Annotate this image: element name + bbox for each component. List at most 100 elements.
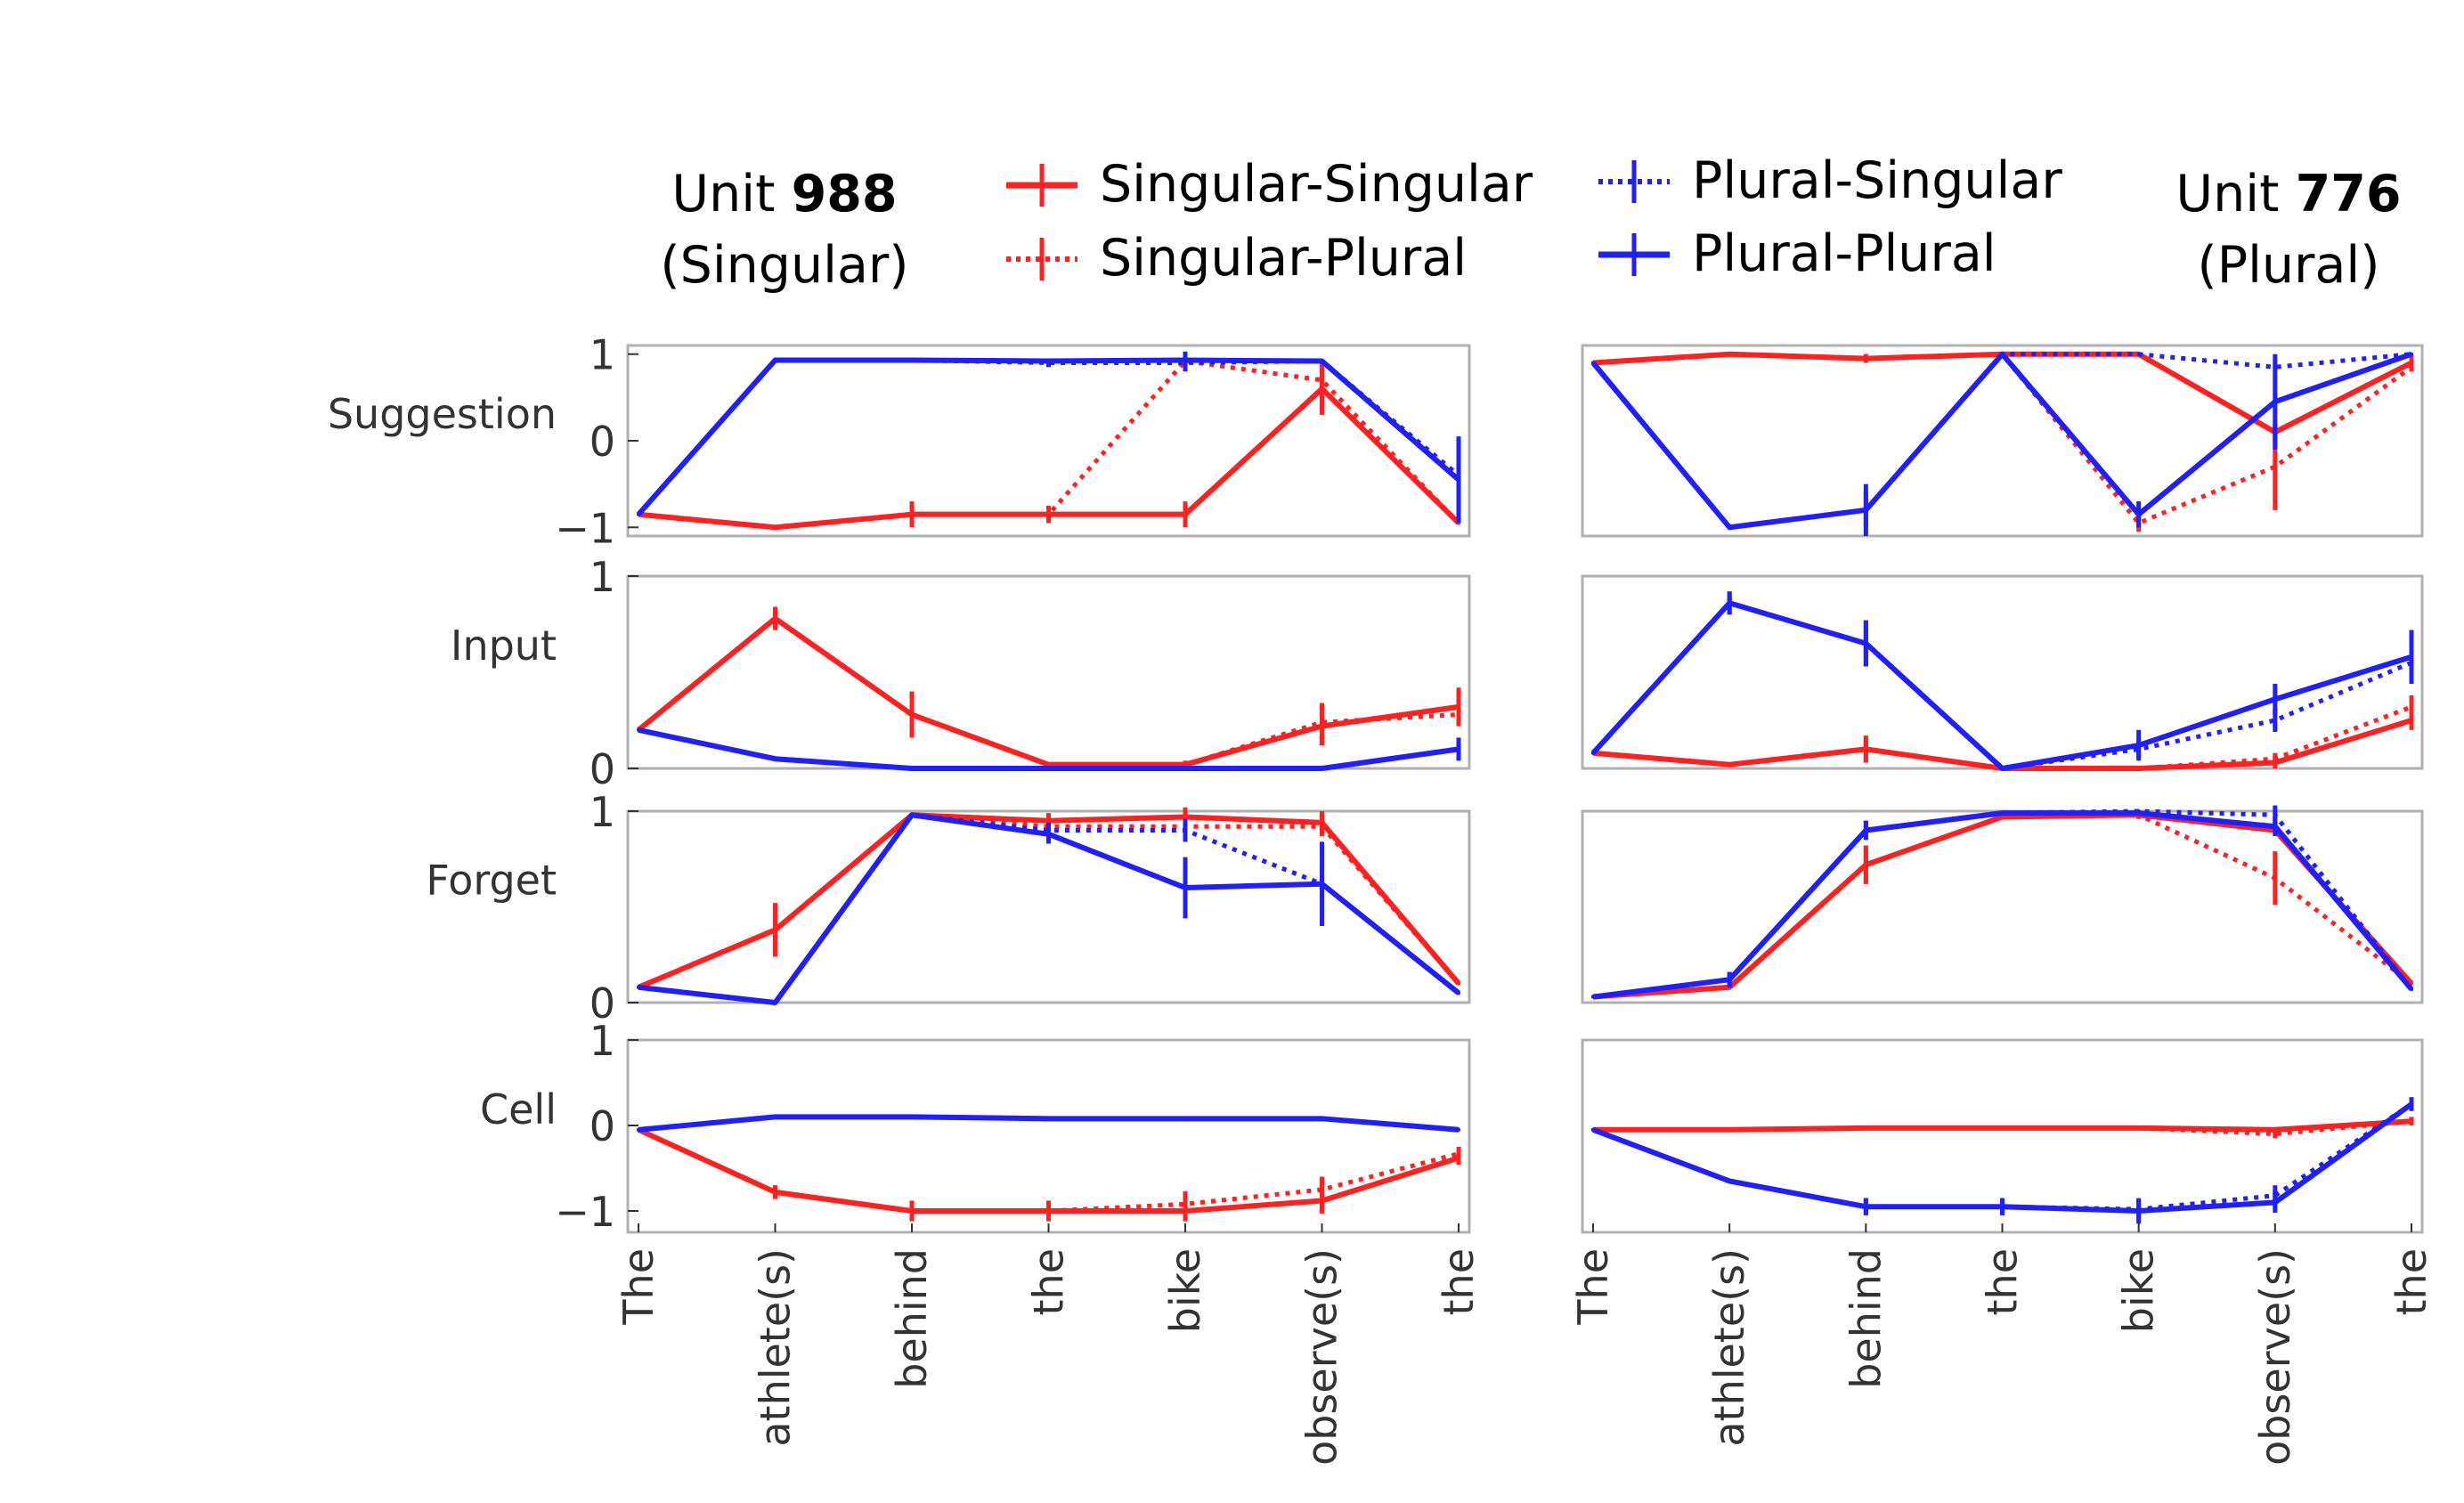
unit-776-row-1-singular-singular-point (2410, 719, 2413, 722)
unit-988-suggestion-singular-singular-point (1183, 512, 1187, 516)
y-tick-label: −1 (555, 1188, 615, 1236)
unit-776-row-1-singular-plural-point (2410, 704, 2413, 709)
unit-776-row-3-singular-plural-point (2000, 1125, 2005, 1130)
unit-988-cell-singular-plural-point (1183, 1202, 1187, 1206)
unit-776-row-1-plural-singular-line (1591, 600, 2412, 771)
unit-988-cell-plural-plural-point (773, 1115, 777, 1119)
right-unit-subtitle: (Plural) (2197, 236, 2380, 295)
unit-776-row-2-plural-plural-point (2410, 987, 2413, 991)
unit-988-forget-label: Forget (426, 857, 557, 905)
x-tick-label: bike (1161, 1248, 1209, 1333)
unit-776-row-1-frame (1581, 574, 2424, 770)
unit-988-cell-singular-plural-point (1320, 1188, 1324, 1191)
unit-776-row-1-plural-plural-point (2410, 654, 2413, 659)
left-unit-number: 988 (791, 165, 898, 223)
unit-776-row-0-singular-plural-point (2273, 465, 2277, 469)
x-tick-label: athlete(s) (1705, 1248, 1753, 1447)
unit-988-input-singular-plural-point (1046, 762, 1051, 767)
unit-988-x-axis: The athlete(s) behind the bike observe(s) the (614, 1223, 1483, 1466)
unit-988-forget-plural-plural-point (1183, 886, 1187, 890)
x-tick-label: the (1025, 1248, 1073, 1316)
left-unit-title: Unit 988 (Singular) (651, 158, 918, 301)
unit-776-row-3-plural-plural-point (2410, 1102, 2413, 1106)
y-tick-label: 0 (590, 745, 615, 793)
unit-988-input-label: Input (451, 622, 557, 670)
unit-776-row-1-singular-plural-point (1728, 762, 1732, 767)
unit-776-row-1-singular-plural-point (2136, 767, 2141, 770)
unit-988-forget-singular-plural-point (1457, 981, 1460, 986)
x-tick-label: the (2387, 1248, 2436, 1316)
unit-988-forget-plural-plural-point (637, 985, 640, 989)
unit-776-row-2-singular-plural-point (2273, 876, 2277, 881)
unit-988-cell-singular-plural-point (1046, 1209, 1051, 1213)
x-tick-label: observe(s) (2251, 1248, 2299, 1466)
unit-776-row-3-singular-plural-point (2136, 1125, 2141, 1130)
unit-988-input-plural-plural-point (637, 727, 640, 732)
unit-776-row-0-plural-plural-point (1864, 508, 1868, 512)
unit-988-forget-plural-plural-point (1457, 991, 1460, 995)
unit-776-row-3-plural-plural-point (2273, 1200, 2277, 1205)
unit-988-suggestion-plural-plural-point (1183, 358, 1187, 362)
unit-988-input-plural-plural-point (1457, 747, 1460, 752)
legend-swatch-plural-plural (1598, 233, 1670, 276)
unit-776-row-3-plural-plural-point (1728, 1179, 1732, 1183)
unit-988-forget-singular-plural-point (1320, 825, 1324, 829)
unit-988-input-singular-plural-point (773, 616, 777, 621)
unit-776-row-1-subplot (1581, 574, 2424, 771)
unit-776-x-axis: The athlete(s) behind the bike observe(s) the (1569, 1223, 2436, 1466)
unit-988-suggestion-plural-plural-point (773, 358, 777, 362)
unit-776-row-2-plural-plural-point (1728, 978, 1732, 982)
unit-988-suggestion-plural-plural-point (1046, 359, 1051, 363)
unit-988-suggestion-plural-plural-point (910, 358, 914, 362)
unit-776-row-1-plural-plural-point (1728, 601, 1732, 605)
unit-988-forget-plural-singular-point (1183, 828, 1187, 833)
unit-988-input-plural-plural-point (910, 767, 914, 770)
x-tick-label: behind (1842, 1248, 1890, 1389)
unit-776-row-0-plural-plural-point (2000, 352, 2005, 356)
unit-776-row-1-plural-plural-point (2273, 697, 2277, 702)
x-tick-label: behind (888, 1248, 936, 1389)
unit-776-row-2-plural-plural-line (1592, 810, 2414, 1000)
unit-988-input-subplot: 1 0 Input (451, 553, 1471, 793)
unit-988-cell-plural-plural-point (910, 1115, 914, 1119)
y-tick-label: −1 (555, 504, 615, 552)
unit-776-row-2-plural-plural-point (2000, 811, 2005, 816)
unit-776-row-3-plural-plural-point (1864, 1205, 1868, 1209)
unit-776-row-0-singular-plural-line (1592, 352, 2413, 525)
unit-776-row-0-plural-singular-line (1591, 352, 2412, 530)
y-tick-label: 1 (590, 331, 615, 379)
unit-988-cell-plural-plural-point (1457, 1127, 1460, 1132)
unit-988-cell-singular-singular-line (637, 1127, 1460, 1214)
unit-776-row-2-plural-plural-point (2273, 825, 2277, 829)
unit-988-suggestion-label: Suggestion (328, 390, 557, 438)
unit-988-cell-plural-plural-point (1183, 1117, 1187, 1121)
unit-988-forget-subplot: 1 0 Forget (426, 788, 1471, 1028)
unit-776-row-0-singular-plural-point (1864, 356, 1868, 361)
unit-776-row-1-plural-plural-point (1864, 641, 1868, 646)
unit-776-row-3-plural-plural-line (1591, 1101, 2413, 1214)
unit-776-row-1-plural-plural-point (2000, 767, 2005, 770)
unit-776-row-0-plural-singular-point (2136, 352, 2141, 356)
unit-988-forget-plural-plural-point (910, 813, 914, 817)
unit-776-row-0-plural-plural-line (1590, 351, 2412, 531)
unit-776-row-2-plural-plural-point (1591, 995, 1595, 999)
unit-776-row-3-singular-plural-point (1728, 1127, 1732, 1132)
unit-776-row-3-subplot (1581, 1038, 2424, 1234)
y-tick-label: 0 (590, 1102, 615, 1150)
x-tick-label: The (614, 1248, 663, 1326)
unit-776-row-0-plural-plural-point (2273, 400, 2277, 404)
unit-776-row-1-singular-singular-line (1592, 718, 2412, 771)
unit-776-row-0-plural-plural-point (1591, 361, 1595, 365)
unit-776-row-0-singular-singular-point (2410, 361, 2413, 365)
unit-776-row-0-singular-plural-point (1728, 352, 1732, 356)
unit-988-cell-plural-plural-point (1046, 1117, 1051, 1121)
unit-988-input-frame (626, 574, 1471, 770)
legend-label: Plural-Singular (1692, 151, 2062, 210)
unit-988-input-singular-plural-line (637, 616, 1460, 768)
unit-988-suggestion-singular-plural-point (1320, 378, 1324, 382)
unit-988-input-plural-plural-point (1320, 767, 1324, 770)
unit-988-suggestion-singular-plural-point (910, 512, 914, 516)
unit-776-row-0-subplot (1581, 344, 2424, 538)
unit-988-cell-plural-plural-point (637, 1127, 640, 1132)
